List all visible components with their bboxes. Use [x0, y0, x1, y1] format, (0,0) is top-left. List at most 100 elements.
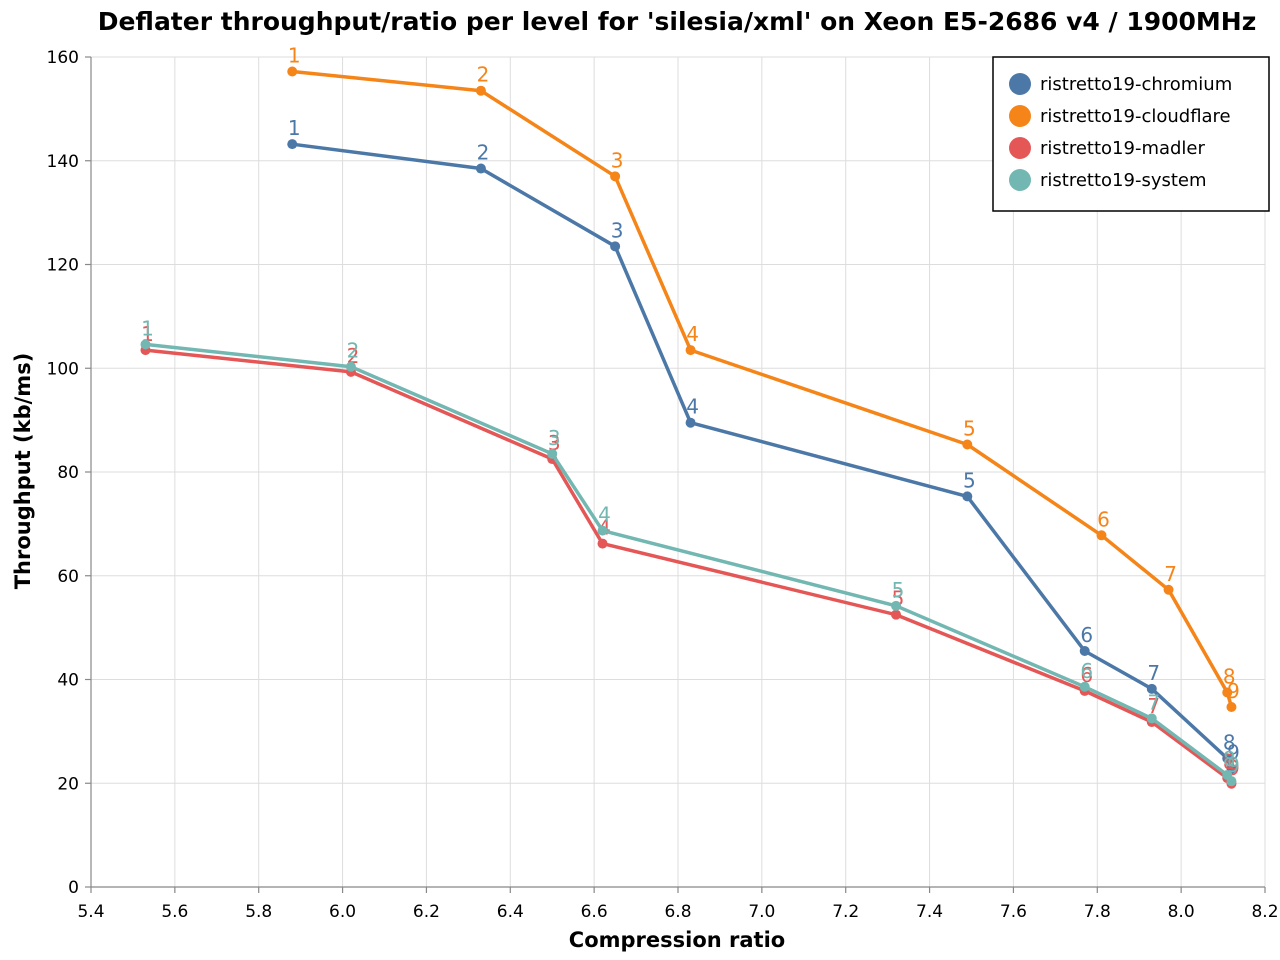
data-point [891, 600, 902, 611]
legend-label: ristretto19-cloudflare [1040, 106, 1231, 127]
data-point [1226, 776, 1237, 787]
data-point [1096, 530, 1107, 541]
axes: 5.4 5.6 5.8 6.0 6.2 6.4 6.6 6.8 7.0 7.2 7.4 7.6 7.8 8… [47, 48, 1279, 922]
data-point [1222, 687, 1233, 698]
chart-title: Deflater throughput/ratio per level for … [98, 7, 1257, 36]
x-axis-title: Compression ratio [569, 928, 785, 952]
point-label: 7 [1164, 562, 1177, 586]
legend: ristretto19-chromium ristretto19-cloudfla… [992, 56, 1270, 212]
point-label: 1 [288, 116, 301, 140]
data-point [685, 345, 696, 356]
legend-swatch [1009, 169, 1031, 191]
legend-box [992, 56, 1270, 212]
x-tick-label: 5.8 [245, 902, 272, 922]
x-tick-label: 6.2 [413, 902, 440, 922]
data-point [345, 361, 356, 372]
point-label: 5 [963, 417, 976, 441]
x-tick-label: 8.0 [1168, 902, 1195, 922]
data-point [475, 163, 486, 174]
data-point [1146, 713, 1157, 724]
data-point [547, 448, 558, 459]
point-label: 2 [347, 339, 360, 363]
x-tick-label: 5.4 [77, 902, 104, 922]
y-tick-label: 120 [47, 256, 79, 276]
data-point [475, 85, 486, 96]
point-label: 3 [611, 218, 624, 242]
legend-label: ristretto19-system [1040, 170, 1207, 191]
y-tick-label: 40 [57, 671, 79, 691]
point-label: 5 [892, 578, 905, 602]
point-label: 9 [1227, 741, 1240, 765]
data-point [1226, 701, 1237, 712]
y-tick-label: 100 [47, 359, 79, 379]
point-label: 6 [1080, 659, 1093, 683]
x-tick-label: 6.4 [497, 902, 524, 922]
point-label: 9 [1227, 753, 1240, 777]
y-tick-label: 80 [57, 463, 79, 483]
legend-swatch [1009, 73, 1031, 95]
legend-item: ristretto19-system [1009, 169, 1207, 191]
x-tick-label: 5.6 [161, 902, 188, 922]
y-tick-label: 20 [57, 774, 79, 794]
point-label: 4 [686, 322, 699, 346]
point-label: 4 [598, 503, 611, 527]
point-label: 4 [686, 395, 699, 419]
x-tick-label: 6.6 [581, 902, 608, 922]
data-point [610, 241, 621, 252]
point-label: 8 [1223, 750, 1236, 774]
data-point [1222, 753, 1233, 764]
data-point [1079, 645, 1090, 656]
legend-item: ristretto19-madler [1009, 137, 1206, 159]
data-point [962, 491, 973, 502]
x-tick-label: 7.4 [916, 902, 943, 922]
point-label: 2 [477, 141, 490, 165]
x-tick-label: 7.2 [832, 902, 859, 922]
data-point [287, 139, 298, 150]
point-label: 6 [1080, 623, 1093, 647]
y-tick-label: 60 [57, 567, 79, 587]
point-label: 1 [141, 316, 154, 340]
y-tick-label: 140 [47, 152, 79, 172]
data-point [1146, 683, 1157, 694]
legend-swatch [1009, 137, 1031, 159]
legend-label: ristretto19-chromium [1040, 74, 1232, 95]
point-label: 3 [548, 426, 561, 450]
point-label: 7 [1147, 694, 1160, 718]
data-point [610, 171, 621, 182]
x-tick-label: 6.0 [329, 902, 356, 922]
data-point [891, 609, 902, 620]
x-tick-label: 7.6 [1000, 902, 1027, 922]
data-point [685, 417, 696, 428]
data-point [140, 339, 151, 350]
legend-item: ristretto19-cloudflare [1009, 105, 1231, 127]
y-axis-title: Throughput (kb/ms) [11, 353, 35, 590]
x-tick-label: 7.0 [748, 902, 775, 922]
point-label: 6 [1080, 663, 1093, 687]
point-label: 8 [1223, 730, 1236, 754]
data-point [962, 439, 973, 450]
series-ristretto19-cloudflare: 1 2 3 4 5 6 7 89 [287, 44, 1240, 712]
y-tick-label: 160 [47, 48, 79, 68]
x-tick-label: 7.8 [1084, 902, 1111, 922]
x-tick-label: 8.2 [1251, 902, 1278, 922]
point-label: 5 [963, 468, 976, 492]
data-point [1079, 681, 1090, 692]
point-label: 6 [1097, 507, 1110, 531]
series-layer: 123456789123456789123456789123456789 [140, 44, 1240, 789]
point-label: 8 [1223, 664, 1236, 688]
data-point [1163, 584, 1174, 595]
point-label: 7 [1147, 661, 1160, 685]
point-label: 7 [1147, 690, 1160, 714]
data-point [597, 538, 608, 549]
point-label: 2 [477, 63, 490, 87]
legend-label: ristretto19-madler [1040, 138, 1206, 159]
legend-item: ristretto19-chromium [1009, 73, 1232, 95]
legend-swatch [1009, 105, 1031, 127]
point-label: 1 [288, 44, 301, 68]
data-point [287, 66, 298, 77]
